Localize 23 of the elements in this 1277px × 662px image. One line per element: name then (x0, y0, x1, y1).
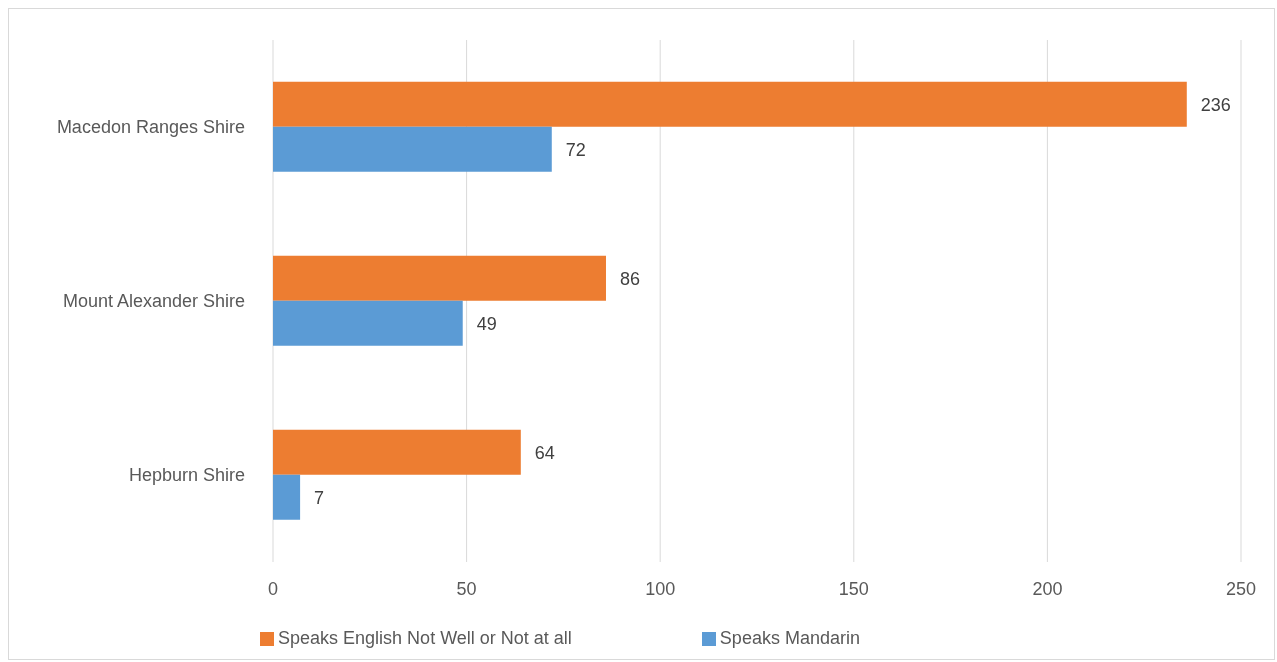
y-tick-label: Macedon Ranges Shire (56, 117, 245, 138)
data-label: 64 (534, 442, 555, 463)
x-tick-label: 0 (267, 578, 279, 599)
legend-label: Speaks Mandarin (719, 628, 860, 648)
bar (273, 429, 521, 475)
bar (273, 255, 606, 301)
bar (273, 474, 301, 520)
bar (273, 81, 1187, 127)
bar (273, 300, 463, 346)
y-tick-label: Hepburn Shire (128, 465, 245, 486)
data-label: 86 (619, 268, 641, 289)
y-tick-label: Mount Alexander Shire (62, 291, 245, 312)
data-label: 49 (476, 313, 497, 334)
x-tick-label: 150 (838, 578, 869, 599)
data-label: 236 (1200, 94, 1231, 115)
x-tick-label: 100 (645, 578, 676, 599)
data-label: 72 (565, 139, 586, 160)
x-tick-label: 50 (456, 578, 477, 599)
x-tick-label: 200 (1032, 578, 1063, 599)
x-tick-label: 250 (1225, 578, 1257, 599)
bar (273, 126, 552, 172)
legend-label: Speaks English Not Well or Not at all (278, 628, 572, 648)
data-label: 7 (314, 487, 325, 508)
